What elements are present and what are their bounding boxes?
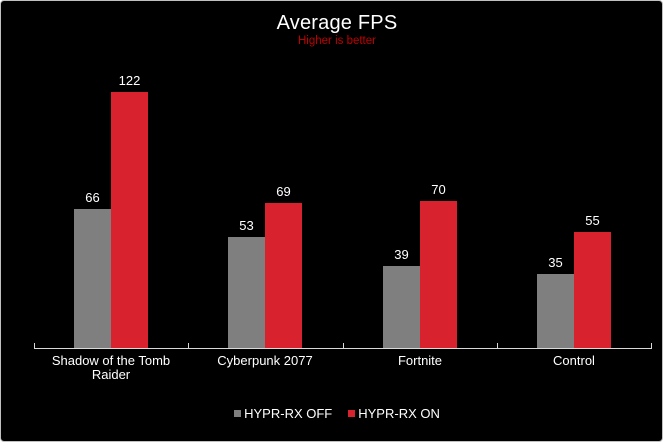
- bar-hypr-rx-on: [265, 203, 302, 348]
- chart-legend: HYPR-RX OFF HYPR-RX ON: [1, 406, 662, 421]
- legend-item-hypr-rx-off: HYPR-RX OFF: [234, 406, 332, 421]
- category-label: Cyberpunk 2077: [217, 353, 313, 368]
- bar-hypr-rx-off: [228, 237, 265, 348]
- x-axis-line: [34, 348, 652, 349]
- x-axis-tick: [343, 343, 344, 348]
- bar-hypr-rx-on: [574, 232, 611, 348]
- bar-value-label: 70: [431, 182, 446, 197]
- bar-value-label: 122: [118, 73, 141, 88]
- x-axis-tick: [188, 343, 189, 348]
- category-label: Shadow of the Tomb Raider: [51, 353, 171, 382]
- bar-value-label: 53: [239, 218, 254, 233]
- bar-value-label: 35: [548, 255, 563, 270]
- legend-swatch-on: [348, 410, 356, 417]
- bar-hypr-rx-off: [383, 266, 420, 348]
- bar-hypr-rx-off: [74, 209, 111, 348]
- bar-hypr-rx-on: [111, 92, 148, 348]
- x-axis-tick: [34, 343, 35, 348]
- x-axis-tick: [651, 343, 652, 348]
- bar-value-label: 69: [276, 184, 291, 199]
- bar-value-label: 66: [85, 190, 100, 205]
- category-label: Fortnite: [397, 353, 443, 368]
- legend-item-hypr-rx-on: HYPR-RX ON: [348, 406, 440, 421]
- chart-subtitle: Higher is better: [298, 35, 376, 47]
- legend-swatch-off: [234, 410, 242, 417]
- legend-label-off: HYPR-RX OFF: [244, 406, 333, 421]
- bar-hypr-rx-off: [537, 274, 574, 348]
- legend-label-on: HYPR-RX ON: [358, 406, 440, 421]
- bar-value-label: 39: [394, 247, 409, 262]
- chart-title: Average FPS: [276, 12, 398, 34]
- x-axis-tick: [497, 343, 498, 348]
- category-label: Control: [553, 353, 595, 368]
- bar-hypr-rx-on: [420, 201, 457, 348]
- bar-value-label: 55: [585, 213, 600, 228]
